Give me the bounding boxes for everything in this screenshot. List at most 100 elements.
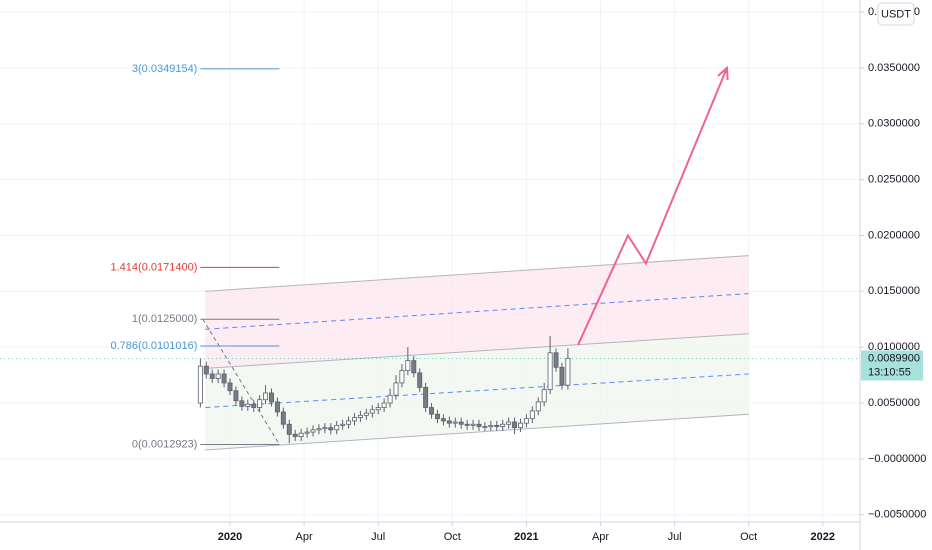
x-tick-label: 2022 xyxy=(811,531,835,543)
candle-body xyxy=(316,428,322,431)
candle-body xyxy=(523,418,529,424)
candle-body xyxy=(381,402,387,408)
candle-body xyxy=(233,390,239,402)
candle-body xyxy=(500,423,506,427)
candle-body xyxy=(411,360,417,374)
currency: USDT xyxy=(881,8,911,20)
y-tick-label: 0.0350000 xyxy=(868,62,920,74)
candle-body xyxy=(488,424,494,427)
fib-trend xyxy=(202,318,280,445)
channel-line xyxy=(205,413,749,451)
candle-body xyxy=(334,424,340,431)
candle-body xyxy=(535,401,541,412)
channel-median xyxy=(205,293,749,330)
candle-body xyxy=(286,423,292,435)
candle-body xyxy=(328,427,334,431)
candle-body xyxy=(405,360,411,372)
channel-median xyxy=(205,373,749,409)
candle-body xyxy=(435,413,440,420)
overlay: USDT 0.0089900 13:10:55 xyxy=(0,2,923,381)
candle-body xyxy=(518,422,523,429)
last-price: 0.0089900 xyxy=(868,352,920,364)
x-tick-label: Oct xyxy=(740,531,757,543)
currency-box[interactable] xyxy=(877,2,915,26)
candle-body xyxy=(464,423,470,426)
candle-body xyxy=(251,403,257,408)
x-tick-label: Oct xyxy=(444,531,461,543)
fib-label: 0(0.0012923) xyxy=(132,438,197,450)
y-tick-label: −0.0000000 xyxy=(868,453,926,465)
candle-body xyxy=(292,433,298,437)
candle-body xyxy=(363,412,369,416)
candle-body xyxy=(458,421,464,425)
projection-arrowhead xyxy=(717,65,729,80)
y-tick-label: −0.0050000 xyxy=(868,509,926,521)
fib-label: 0.786(0.0101016) xyxy=(111,340,198,352)
candle-body xyxy=(209,373,215,379)
candle-body xyxy=(494,424,500,427)
candle-body xyxy=(298,432,304,437)
channel-line xyxy=(205,255,749,292)
last-price-box xyxy=(861,350,923,381)
candle-body xyxy=(387,394,393,404)
y-tick-label: 0.0300000 xyxy=(868,118,920,130)
candle-body xyxy=(565,357,571,386)
channel-line xyxy=(205,333,749,369)
candle-body xyxy=(529,410,535,420)
candle-body xyxy=(470,423,476,426)
countdown: 13:10:55 xyxy=(868,366,911,378)
candle-body xyxy=(310,429,316,433)
y-tick-label: 0.0100000 xyxy=(868,341,920,353)
candle-body xyxy=(369,409,375,414)
candle-body xyxy=(476,423,482,427)
fib-label: 1(0.0125000) xyxy=(132,313,197,325)
candle-body xyxy=(417,372,423,388)
candles xyxy=(197,336,571,444)
candle-body xyxy=(322,427,328,430)
x-tick-label: Apr xyxy=(592,531,609,543)
candle-body xyxy=(197,365,203,404)
y-tick-label: 0.0150000 xyxy=(868,285,920,297)
candle-body xyxy=(553,352,559,368)
candle-body xyxy=(506,421,512,425)
candle-body xyxy=(203,365,209,375)
candle-body xyxy=(452,421,458,424)
candle-body xyxy=(399,370,405,384)
candle-body xyxy=(227,382,233,392)
y-tick-label: 0.0200000 xyxy=(868,229,920,241)
candle-body xyxy=(245,403,251,407)
x-tick-label: Jul xyxy=(668,531,682,543)
candle-body xyxy=(215,373,221,379)
fib-label: 3(0.0349154) xyxy=(132,63,197,75)
candle-body xyxy=(429,407,435,415)
candle-body xyxy=(541,389,547,403)
candle-body xyxy=(221,373,227,384)
candle-body xyxy=(446,420,452,424)
x-tick-label: Jul xyxy=(371,531,385,543)
candle-body xyxy=(482,426,488,428)
candle-body xyxy=(352,417,357,422)
candle-body xyxy=(423,386,429,408)
candle-body xyxy=(263,392,269,401)
candle-body xyxy=(346,420,352,425)
candle-body xyxy=(393,382,399,396)
candle-body xyxy=(357,414,363,418)
y-tick-label: 0.0050000 xyxy=(868,397,920,409)
candle-body xyxy=(304,431,310,434)
candle-body xyxy=(269,392,274,403)
drawings: 3(0.0349154) 1.414(0.0171400) 1(0.0125000)… xyxy=(111,63,749,451)
candle-body xyxy=(280,411,286,425)
candle-body xyxy=(274,401,280,413)
x-tick-label: Apr xyxy=(296,531,313,543)
candle-body xyxy=(340,423,346,426)
y-tick-label: 0.0250000 xyxy=(868,174,920,186)
candle-body xyxy=(440,418,446,422)
x-tick-label: 2021 xyxy=(514,531,538,543)
candle-body xyxy=(375,407,381,411)
candle-body xyxy=(512,421,518,429)
fib-label: 1.414(0.0171400) xyxy=(111,261,198,273)
candle-body xyxy=(239,400,245,407)
candle-body xyxy=(257,399,263,408)
